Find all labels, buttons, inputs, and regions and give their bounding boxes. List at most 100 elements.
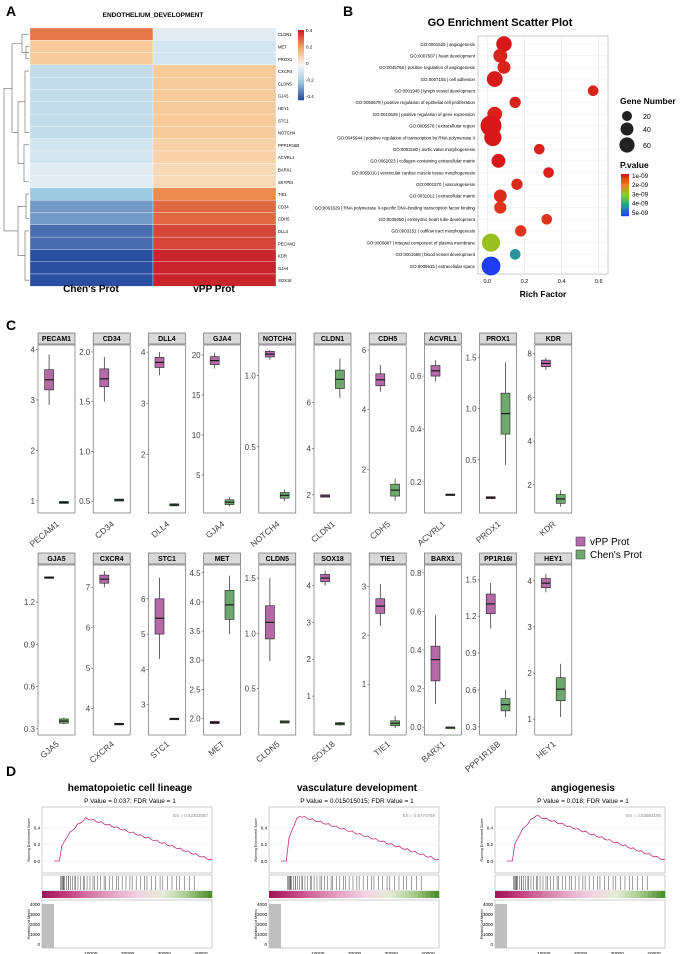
gsea-title: hematopoietic cell lineage [68, 783, 193, 794]
gsea-gradient-step [349, 891, 355, 898]
gsea-hit-frame [268, 874, 440, 892]
y-tick-label: 2.0 [79, 348, 91, 357]
gsea-gradient-step [324, 891, 329, 898]
dendrogram-branch [24, 70, 29, 133]
gsea-gradient-step [161, 891, 166, 898]
scatter-term-label: GO:0045766 | positive regulation of angi… [379, 65, 476, 70]
y-tick-label: 1 [31, 497, 36, 506]
scatter-point [533, 143, 545, 155]
legend-gradient-step [298, 62, 304, 65]
legend-gradient-step [298, 38, 304, 41]
legend-gradient-step [298, 36, 304, 39]
gsea-gradient-step [614, 891, 619, 898]
gsea-gradient-step [156, 891, 162, 898]
legend-gradient-step [298, 32, 304, 35]
go-scatter-panel: GO Enrichment Scatter Plot GO:0001525 | … [315, 17, 677, 299]
scatter-title: GO Enrichment Scatter Plot [428, 17, 573, 29]
gsea-gradient-step [618, 891, 623, 898]
scatter-point [481, 233, 501, 252]
box-strip [258, 552, 297, 565]
box-panel-frame [479, 564, 517, 736]
heatmap-cell [152, 200, 277, 213]
heatmap-cell [152, 101, 277, 115]
pvalue-gradient-step [621, 207, 629, 210]
box-strip-title: NOTCH4 [263, 336, 292, 343]
gsea-es-ytick: 0.2 [487, 842, 494, 847]
gsea-gradient-step [307, 891, 312, 898]
heatmap-cell [29, 187, 154, 201]
gsea-ranked-ytick: 2000 [257, 922, 268, 927]
heatmap-row-label: MET [278, 44, 287, 49]
heatmap-cell [29, 224, 154, 238]
gsea-x-tick: 20000 [348, 951, 362, 954]
gsea-es-ytick: 0.4 [487, 825, 494, 830]
gsea-gradient-step [345, 891, 351, 898]
heatmap-cell [152, 89, 277, 102]
gsea-ranked-fill [269, 904, 281, 948]
heatmap-cell [29, 126, 154, 139]
heatmap-cell [152, 113, 277, 127]
pvalue-gradient-step [621, 206, 629, 208]
gsea-gradient-step [67, 891, 73, 898]
scatter-term-labels: GO:0001525 | angiogenesis GO:0007507 | he… [315, 42, 476, 269]
scatter-point [493, 189, 507, 203]
vpp-box [430, 645, 441, 682]
gsea-gradient-step [195, 891, 200, 898]
gsea-ranked-ytick: 4000 [30, 902, 41, 907]
scatter-x-tick: 0.0 [483, 279, 491, 285]
dendrogram-branch [25, 46, 29, 60]
gsea-gradient-step [529, 891, 534, 898]
heatmap-cell [29, 40, 154, 53]
box-panel-frame [313, 564, 352, 736]
legend-gradient-step [298, 56, 304, 59]
y-tick-label: 10 [192, 431, 201, 440]
gsea-gradient-step [144, 891, 149, 898]
y-tick-label: 0.8 [410, 569, 422, 578]
heatmap-cell [152, 249, 277, 262]
box-strip [203, 332, 241, 345]
scatter-term-label: GO:0061629 | RNA polymerase II-specific … [315, 205, 476, 210]
x-gene-label: PECAM1 [28, 519, 61, 549]
box-strip [92, 332, 131, 345]
gsea-gradient-step [182, 891, 187, 898]
gsea-es-ytick: 0.4 [34, 825, 41, 830]
heatmap-row-label: CD34 [278, 204, 289, 209]
panel-label-b: B [343, 3, 353, 19]
gsea-gradient-step [148, 891, 153, 898]
legend-gradient-step [298, 70, 304, 73]
gsea-ranked-ytick: 0 [37, 942, 40, 947]
gsea-title: angiogenesis [551, 783, 615, 794]
scatter-term-label: GO:0007155 | cell adhesion [421, 77, 476, 82]
y-tick-label: 0.2 [410, 685, 422, 694]
y-tick-label: 3 [31, 396, 36, 405]
y-tick-label: 4.5 [189, 569, 201, 578]
pvalue-gradient-step [621, 196, 629, 198]
heatmap-cell [152, 224, 277, 238]
y-tick-label: 0.9 [24, 640, 36, 649]
gsea-gradient-step [277, 891, 283, 898]
box-strip [148, 552, 186, 565]
dendrogram-branch [24, 230, 29, 281]
scatter-x-tick: 0.6 [595, 279, 603, 285]
y-tick-label: 0.6 [410, 372, 422, 381]
gsea-gradient-step [507, 891, 513, 898]
box-strip [258, 332, 297, 345]
gsea-gradient-step [84, 891, 90, 898]
gsea-gradient-step [76, 891, 81, 898]
gsea-gradient-step [652, 891, 657, 898]
size-legend-label: 40 [643, 127, 651, 134]
x-gene-label: STC1 [148, 739, 171, 761]
gsea-gradient-step [575, 891, 581, 898]
pvalue-gradient-step [621, 179, 629, 182]
y-tick-label: 6 [141, 595, 146, 604]
y-tick-label: 7 [86, 583, 91, 592]
gsea-ranked-ytick: 4000 [483, 902, 494, 907]
x-gene-label: CD34 [93, 519, 116, 541]
heatmap-panel: ENDOTHELIUM_DEVELOPMENT CLDN1 MET PROX1 CXC… [3, 12, 314, 295]
x-gene-label: CDH5 [368, 519, 392, 542]
legend-label-chen: Chen's Prot [590, 550, 642, 561]
y-tick-label: 1.5 [245, 574, 257, 583]
x-gene-label: HEY1 [534, 739, 558, 761]
heatmap-cells [29, 27, 277, 287]
y-tick-label: 3 [141, 399, 146, 408]
